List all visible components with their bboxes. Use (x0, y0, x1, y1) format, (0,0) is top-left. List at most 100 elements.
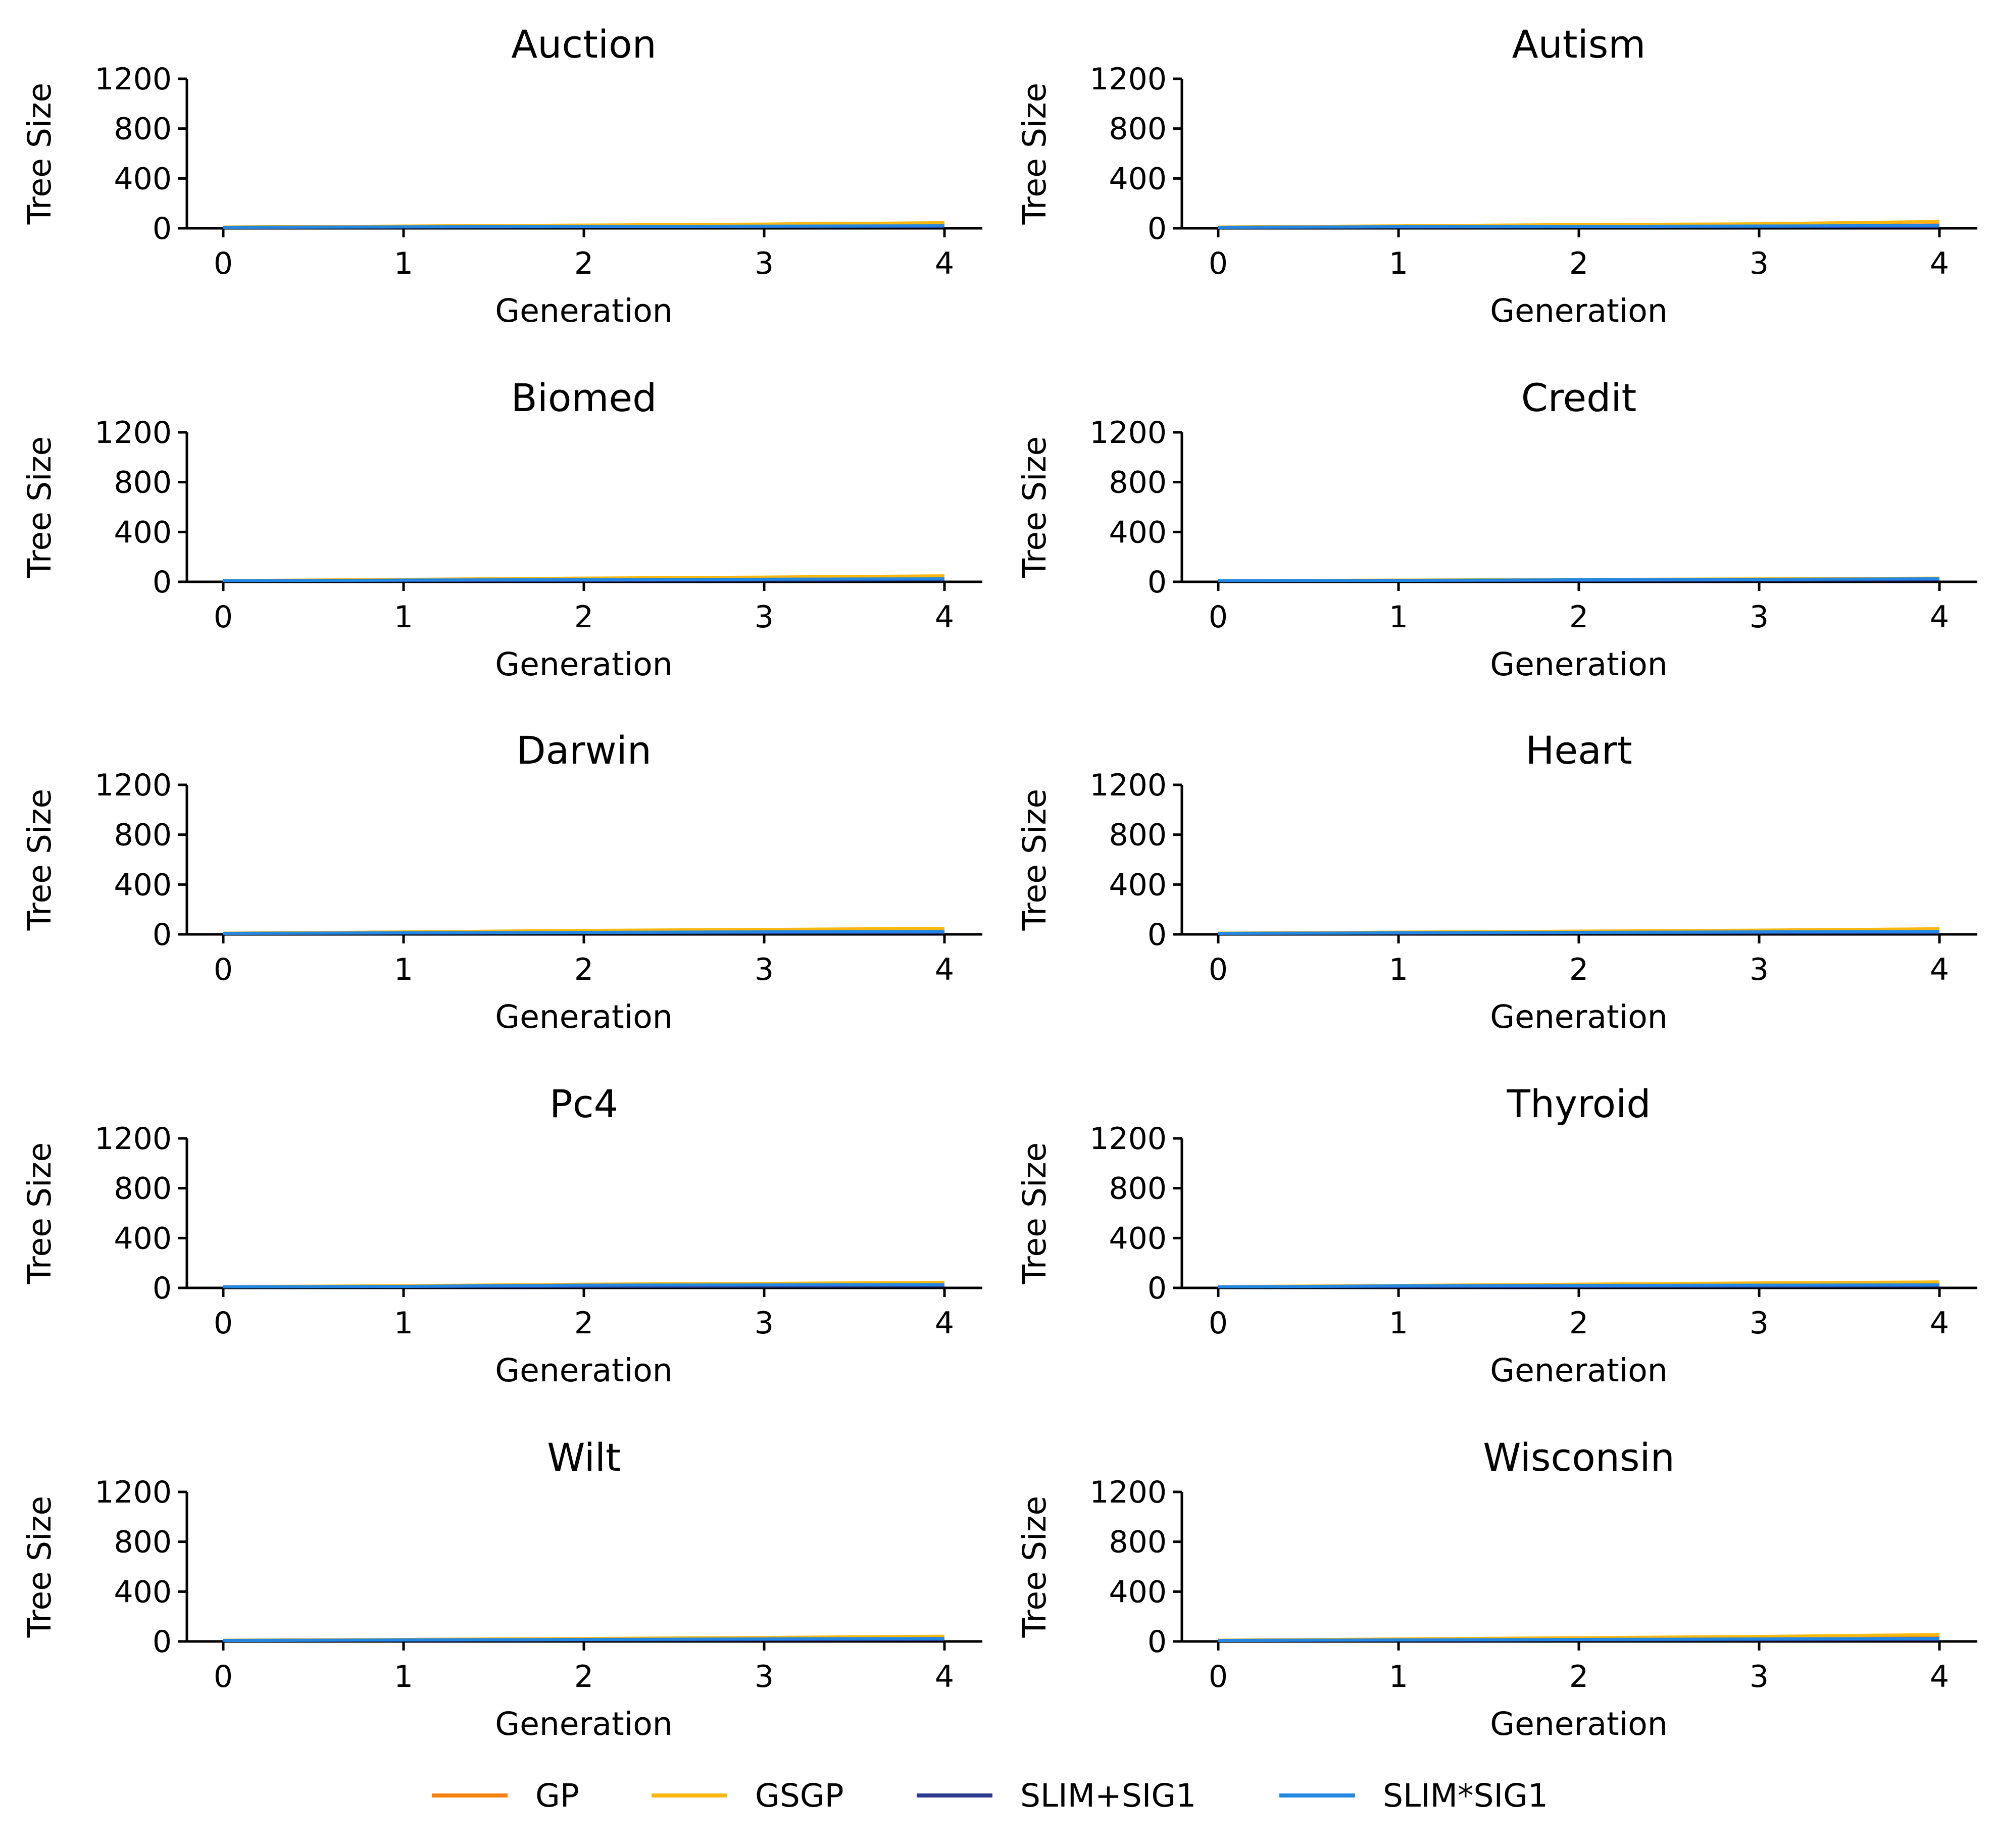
x-tick-label: 1 (1389, 600, 1408, 635)
x-tick-label: 4 (1930, 600, 1949, 635)
y-tick-label: 1200 (1089, 415, 1167, 451)
x-tick-label: 1 (394, 600, 413, 635)
x-axis-label: Generation (495, 292, 672, 329)
subplot-title: Darwin (516, 728, 652, 773)
y-axis-label: Tree Size (21, 83, 58, 225)
series-line-slim-sig1 (1218, 930, 1940, 935)
y-tick-label: 400 (1109, 1574, 1167, 1610)
subplot-autism: Autism 0 400 800 1200 0 1 2 3 4 Generation Tree Siz… (1016, 22, 1977, 329)
x-tick-label: 4 (935, 952, 954, 987)
y-tick-label: 400 (114, 515, 172, 550)
y-tick-label: 800 (114, 112, 172, 147)
x-tick-label: 3 (755, 600, 774, 635)
y-tick-label: 800 (1109, 112, 1167, 147)
y-tick-label: 1200 (1089, 768, 1167, 803)
y-tick-label: 400 (114, 1221, 172, 1256)
x-tick-label: 2 (1569, 1306, 1588, 1341)
x-tick-label: 2 (574, 246, 593, 281)
y-tick-label: 0 (1148, 917, 1167, 953)
x-tick-label: 0 (214, 952, 233, 987)
x-tick-label: 0 (214, 1306, 233, 1341)
x-axis-label: Generation (495, 998, 672, 1035)
y-tick-label: 400 (1109, 161, 1167, 196)
y-tick-label: 1200 (1089, 62, 1167, 97)
x-tick-label: 1 (1389, 1306, 1408, 1341)
subplot-wilt: Wilt 0 400 800 1200 0 1 2 3 4 Generation Tree Size (21, 1435, 982, 1742)
y-tick-label: 0 (1148, 565, 1167, 600)
x-tick-label: 4 (935, 1306, 954, 1341)
x-tick-label: 3 (755, 246, 774, 281)
y-tick-label: 800 (114, 1525, 172, 1560)
series-line-slim-sig1 (223, 577, 945, 583)
series-line-slim-sig1 (1218, 1637, 1940, 1642)
x-axis-label: Generation (495, 1706, 672, 1742)
series-line-slim-sig1 (223, 930, 945, 935)
subplot-darwin: Darwin 0 400 800 1200 0 1 2 3 4 Generation Tree Siz… (21, 728, 982, 1035)
x-tick-label: 1 (1389, 246, 1408, 281)
x-axis-label: Generation (1490, 292, 1667, 329)
x-tick-label: 3 (755, 1306, 774, 1341)
legend-item-gsgp: GSGP (652, 1777, 844, 1814)
y-tick-label: 0 (153, 917, 172, 953)
x-tick-label: 3 (755, 1659, 774, 1694)
y-axis-label: Tree Size (1016, 83, 1053, 225)
x-tick-label: 2 (574, 1659, 593, 1694)
subplot-title: Wilt (547, 1435, 621, 1480)
x-tick-label: 4 (1930, 246, 1949, 281)
y-tick-label: 800 (1109, 1171, 1167, 1207)
x-tick-label: 1 (394, 1306, 413, 1341)
x-tick-label: 2 (1569, 952, 1588, 987)
x-axis-label: Generation (1490, 1706, 1667, 1742)
x-axis-label: Generation (495, 1352, 672, 1389)
subplot-heart: Heart 0 400 800 1200 0 1 2 3 4 Generation Tree Size (1016, 728, 1977, 1035)
y-axis-label: Tree Size (1016, 436, 1053, 579)
x-tick-label: 0 (1209, 600, 1228, 635)
y-tick-label: 800 (1109, 818, 1167, 853)
subplot-title: Auction (511, 22, 657, 67)
x-axis-label: Generation (1490, 998, 1667, 1035)
x-tick-label: 2 (574, 1306, 593, 1341)
y-tick-label: 800 (114, 1171, 172, 1207)
series-line-slim-sig1 (223, 224, 945, 229)
series-line-slim-sig1 (223, 1283, 945, 1289)
y-tick-label: 400 (114, 1574, 172, 1610)
legend-label: GSGP (755, 1777, 844, 1814)
series-line-slim-sig1 (1218, 1283, 1940, 1289)
subplot-title: Wisconsin (1483, 1435, 1675, 1480)
subplot-thyroid: Thyroid 0 400 800 1200 0 1 2 3 4 Generation Tree Si… (1016, 1081, 1977, 1389)
subplot-title: Biomed (511, 375, 657, 420)
y-axis-label: Tree Size (21, 789, 58, 931)
x-tick-label: 4 (935, 1659, 954, 1694)
legend-label: GP (535, 1777, 579, 1814)
y-axis-label: Tree Size (1016, 1496, 1053, 1638)
x-tick-label: 0 (214, 600, 233, 635)
subplot-title: Credit (1521, 375, 1637, 420)
y-tick-label: 1200 (94, 62, 172, 97)
x-tick-label: 0 (214, 1659, 233, 1694)
y-tick-label: 1200 (94, 415, 172, 451)
y-tick-label: 0 (153, 211, 172, 246)
x-tick-label: 0 (1209, 952, 1228, 987)
subplot-biomed: Biomed 0 400 800 1200 0 1 2 3 4 Generation Tree Siz… (21, 375, 982, 683)
y-tick-label: 0 (153, 1271, 172, 1306)
subplot-pc4: Pc4 0 400 800 1200 0 1 2 3 4 Generation Tree Size (21, 1081, 982, 1389)
legend-item-slim-sig1: SLIM*SIG1 (1279, 1777, 1548, 1814)
y-tick-label: 400 (114, 161, 172, 196)
legend-item-gp: GP (432, 1777, 579, 1814)
subplot-credit: Credit 0 400 800 1200 0 1 2 3 4 Generation Tree Siz… (1016, 375, 1977, 683)
y-tick-label: 800 (1109, 1525, 1167, 1560)
x-tick-label: 4 (935, 246, 954, 281)
y-tick-label: 1200 (1089, 1475, 1167, 1510)
subplot-wisconsin: Wisconsin 0 400 800 1200 0 1 2 3 4 Generation Tree … (1016, 1435, 1977, 1742)
x-tick-label: 1 (1389, 952, 1408, 987)
y-tick-label: 400 (1109, 867, 1167, 903)
x-tick-label: 2 (1569, 246, 1588, 281)
y-tick-label: 800 (114, 465, 172, 501)
x-axis-label: Generation (1490, 1352, 1667, 1389)
y-tick-label: 400 (114, 867, 172, 903)
x-tick-label: 2 (574, 952, 593, 987)
y-tick-label: 1200 (94, 768, 172, 803)
x-tick-label: 3 (1750, 246, 1769, 281)
x-tick-label: 3 (755, 952, 774, 987)
